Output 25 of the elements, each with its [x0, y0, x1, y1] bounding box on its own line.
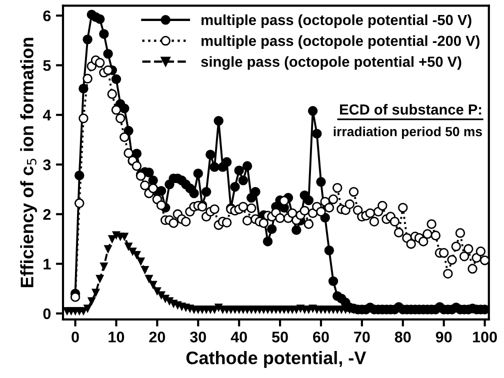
legend-label: multiple pass (octopole potential -200 V)	[202, 35, 480, 49]
annotation: irradiation period 50 ms	[334, 126, 482, 139]
y-tick-label: 5	[43, 60, 51, 71]
x-tick-label: 100	[473, 332, 497, 342]
x-tick-label: 70	[354, 332, 370, 342]
x-tick-label: 50	[272, 332, 288, 342]
x-axis-title: Cathode potential, -V	[186, 351, 366, 368]
annotation: ECD of substance P:	[340, 104, 482, 115]
y-axis-title: Efficiency of c$_{5}$ ion formation	[20, 38, 37, 288]
y-tick-label: 6	[43, 10, 51, 22]
x-tick-label: 40	[230, 332, 247, 342]
x-tick-label: 10	[108, 332, 124, 342]
x-tick-label: 30	[190, 332, 206, 342]
x-tick-label: 80	[394, 332, 411, 342]
legend-label: single pass (octopole potential +50 V)	[201, 56, 462, 70]
y-tick-label: 4	[42, 110, 52, 120]
x-tick-label: 20	[149, 332, 166, 342]
legend-label: multiple pass (octopole potential -50 V)	[202, 14, 472, 28]
y-tick-label: 1	[44, 258, 51, 270]
y-tick-label: 0	[43, 308, 51, 320]
x-tick-label: 0	[72, 332, 79, 342]
y-tick-label: 3	[43, 159, 51, 170]
x-tick-label: 90	[436, 332, 452, 342]
x-tick-label: 60	[313, 332, 329, 342]
y-tick-label: 2	[43, 209, 51, 220]
